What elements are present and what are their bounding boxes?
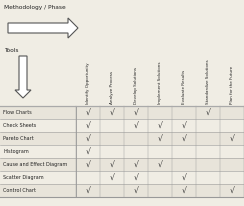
Text: √: √	[182, 173, 186, 182]
Text: √: √	[133, 160, 138, 169]
Bar	[0, 171, 244, 184]
Text: √: √	[86, 147, 91, 156]
Polygon shape	[8, 18, 78, 38]
Text: Standardize Solutions: Standardize Solutions	[206, 59, 210, 104]
Text: √: √	[158, 160, 163, 169]
Text: √: √	[133, 121, 138, 130]
Text: Plan for the Future: Plan for the Future	[230, 66, 234, 104]
Text: Develop Solutions: Develop Solutions	[134, 67, 138, 104]
Text: √: √	[86, 134, 91, 143]
Text: Implement Solutions: Implement Solutions	[158, 62, 162, 104]
Text: √: √	[230, 134, 234, 143]
Text: Analyze Process: Analyze Process	[110, 71, 114, 104]
Text: Pareto Chart: Pareto Chart	[3, 136, 34, 141]
Text: √: √	[158, 134, 163, 143]
Bar	[0, 145, 244, 158]
Text: √: √	[205, 108, 210, 117]
Text: Cause and Effect Diagram: Cause and Effect Diagram	[3, 162, 67, 167]
Text: √: √	[182, 186, 186, 195]
Bar	[0, 106, 244, 119]
Text: √: √	[86, 160, 91, 169]
Bar	[0, 119, 244, 132]
Text: Scatter Diagram: Scatter Diagram	[3, 175, 44, 180]
Text: √: √	[86, 186, 91, 195]
Text: √: √	[86, 108, 91, 117]
Text: Evaluate Results: Evaluate Results	[182, 70, 186, 104]
Text: Flow Charts: Flow Charts	[3, 110, 32, 115]
Text: √: √	[133, 173, 138, 182]
Text: Check Sheets: Check Sheets	[3, 123, 36, 128]
Text: √: √	[182, 134, 186, 143]
Text: √: √	[133, 186, 138, 195]
Bar	[0, 132, 244, 145]
Text: √: √	[133, 108, 138, 117]
Text: √: √	[86, 121, 91, 130]
Bar	[0, 184, 244, 197]
Text: Tools: Tools	[4, 48, 19, 53]
Text: Control Chart: Control Chart	[3, 188, 36, 193]
Text: √: √	[110, 108, 114, 117]
Text: √: √	[110, 160, 114, 169]
Polygon shape	[15, 56, 31, 98]
Text: √: √	[182, 121, 186, 130]
Text: √: √	[158, 121, 163, 130]
Text: Identify Opportunity: Identify Opportunity	[86, 62, 90, 104]
Bar	[0, 158, 244, 171]
Text: Histogram: Histogram	[3, 149, 29, 154]
Text: √: √	[230, 186, 234, 195]
Text: √: √	[110, 173, 114, 182]
Text: Methodology / Phase: Methodology / Phase	[4, 5, 66, 10]
